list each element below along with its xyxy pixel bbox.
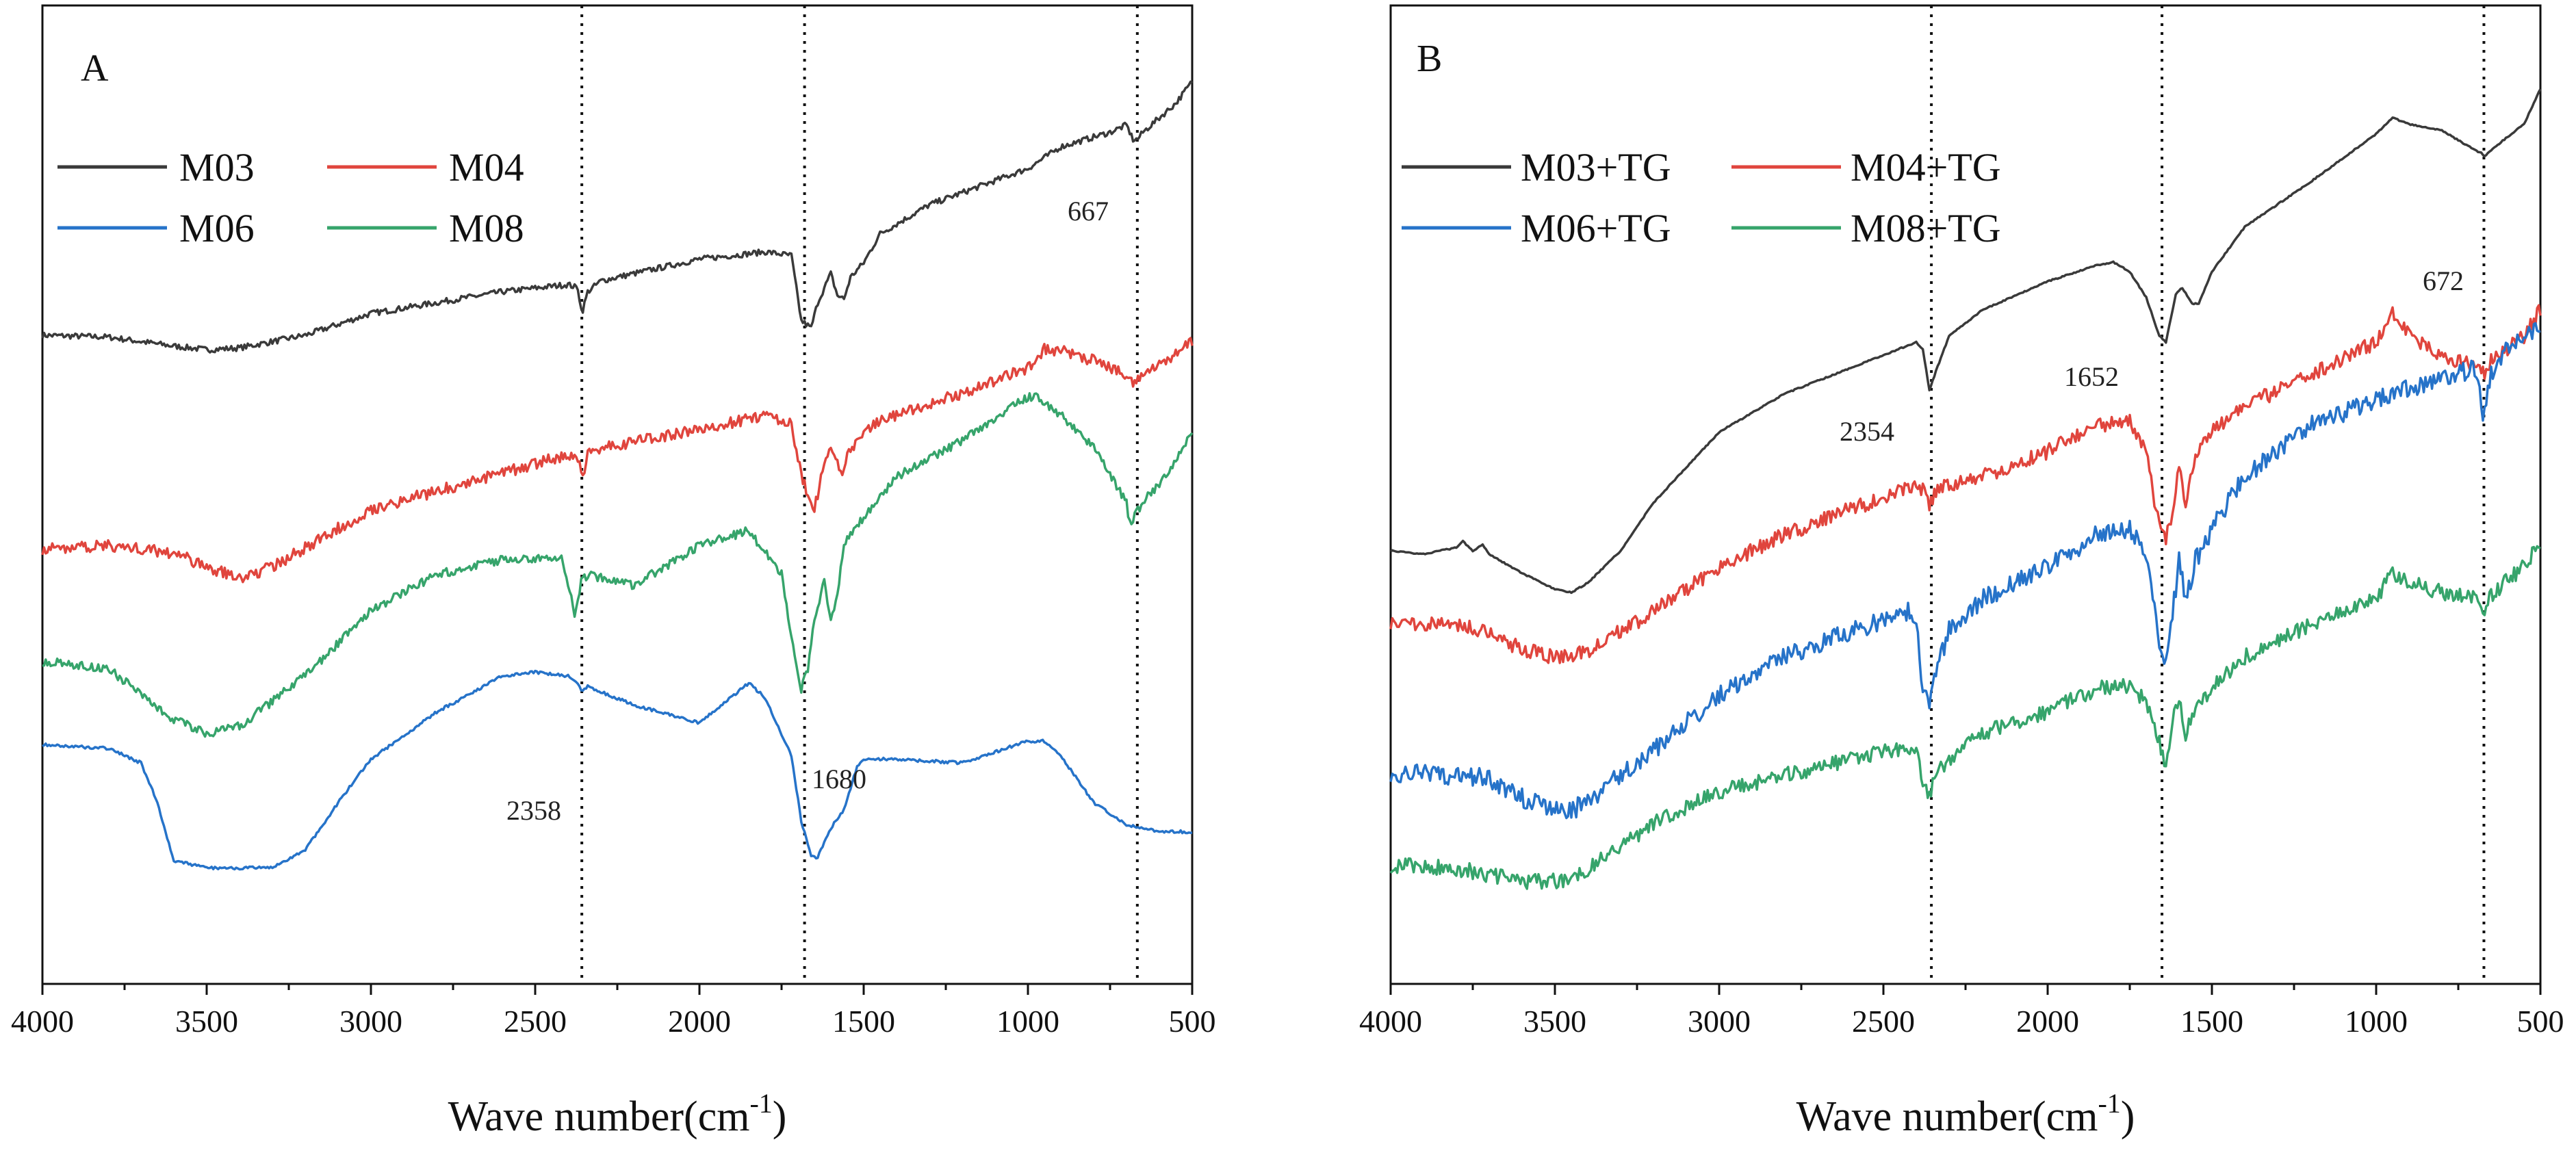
- series-line-m03-tg: [1389, 88, 2542, 595]
- legend-entry-m04: M04: [327, 145, 524, 190]
- panel-a-x-axis-title: Wave number(cm-1): [448, 1088, 787, 1140]
- panel-a: 4000 3500 3000 2500 2000 1500 1000 500 A M03 M0…: [11, 4, 1216, 1140]
- panel-a-legend: M03 M04 M06 M08: [57, 145, 524, 250]
- legend-label-m08-tg: M08+TG: [1851, 206, 2001, 250]
- series-line-m08: [42, 392, 1194, 738]
- legend-label-m08: M08: [449, 206, 524, 250]
- panel-b-series: [1389, 88, 2542, 890]
- panel-a-ticks: 4000 3500 3000 2500 2000 1500 1000 500: [11, 984, 1216, 1039]
- x-tick-label-4000: 4000: [11, 1004, 74, 1039]
- series-line-m08-tg: [1389, 545, 2541, 890]
- x-tick-label-3000: 3000: [339, 1004, 402, 1039]
- panel-b: 4000 3500 3000 2500 2000 1500 1000 500 B M03+TG…: [1359, 4, 2564, 1140]
- series-line-m04-tg: [1389, 304, 2542, 664]
- panel-a-x-axis-title-close: ): [773, 1093, 787, 1140]
- panel-b-ticks: 4000 3500 3000 2500 2000 1500 1000 500: [1359, 984, 2564, 1039]
- legend-entry-m06: M06: [57, 206, 255, 250]
- panel-b-legend: M03+TG M04+TG M06+TG M08+TG: [1402, 145, 2001, 250]
- annotation-1680: 1680: [812, 764, 866, 794]
- x-tick-label-500: 500: [2517, 1004, 2564, 1039]
- panel-b-letter: B: [1417, 38, 1442, 80]
- x-tick-label-2000: 2000: [2016, 1004, 2079, 1039]
- panel-a-ref-lines: [580, 5, 1139, 984]
- panel-b-x-axis-title-close: ): [2121, 1093, 2135, 1140]
- x-tick-label-4000: 4000: [1359, 1004, 1422, 1039]
- series-line-m06: [42, 669, 1193, 871]
- legend-entry-m03-tg: M03+TG: [1402, 145, 1671, 190]
- x-tick-label-3500: 3500: [175, 1004, 238, 1039]
- x-tick-label-1500: 1500: [2180, 1004, 2243, 1039]
- x-tick-label-3000: 3000: [1688, 1004, 1751, 1039]
- legend-label-m03-tg: M03+TG: [1521, 145, 1671, 190]
- x-tick-label-2500: 2500: [1852, 1004, 1915, 1039]
- x-tick-label-2000: 2000: [668, 1004, 731, 1039]
- panel-a-x-axis-title-sup: -1: [749, 1088, 772, 1119]
- legend-label-m04-tg: M04+TG: [1851, 145, 2001, 190]
- legend-label-m03: M03: [179, 145, 255, 190]
- x-tick-label-1500: 1500: [832, 1004, 895, 1039]
- panel-b-x-axis-title: Wave number(cm-1): [1796, 1088, 2135, 1140]
- legend-label-m06-tg: M06+TG: [1521, 206, 1671, 250]
- annotation-2354: 2354: [1840, 416, 1894, 447]
- series-line-m06-tg: [1389, 322, 2541, 820]
- annotation-672: 672: [2423, 265, 2464, 296]
- series-line-m03: [41, 80, 1193, 354]
- legend-entry-m08-tg: M08+TG: [1731, 206, 2001, 250]
- legend-entry-m06-tg: M06+TG: [1402, 206, 1671, 250]
- x-tick-label-2500: 2500: [504, 1004, 567, 1039]
- panel-b-ref-lines: [1930, 5, 2486, 984]
- legend-label-m06: M06: [179, 206, 255, 250]
- x-tick-label-1000: 1000: [2345, 1004, 2408, 1039]
- x-tick-label-1000: 1000: [996, 1004, 1059, 1039]
- panel-a-x-axis-title-main: Wave number(cm: [448, 1093, 750, 1140]
- legend-entry-m04-tg: M04+TG: [1731, 145, 2001, 190]
- x-tick-label-3500: 3500: [1523, 1004, 1586, 1039]
- annotation-1652: 1652: [2064, 361, 2119, 392]
- panel-a-series: [41, 80, 1194, 871]
- legend-entry-m08: M08: [327, 206, 524, 250]
- annotation-2358: 2358: [506, 795, 561, 826]
- legend-entry-m03: M03: [57, 145, 255, 190]
- panel-a-letter: A: [81, 47, 109, 90]
- annotation-667: 667: [1068, 196, 1109, 226]
- x-tick-label-500: 500: [1169, 1004, 1216, 1039]
- series-line-m04: [41, 337, 1194, 584]
- panel-b-x-axis-title-sup: -1: [2098, 1088, 2120, 1119]
- panel-b-x-axis-title-main: Wave number(cm: [1796, 1093, 2098, 1140]
- legend-label-m04: M04: [449, 145, 524, 190]
